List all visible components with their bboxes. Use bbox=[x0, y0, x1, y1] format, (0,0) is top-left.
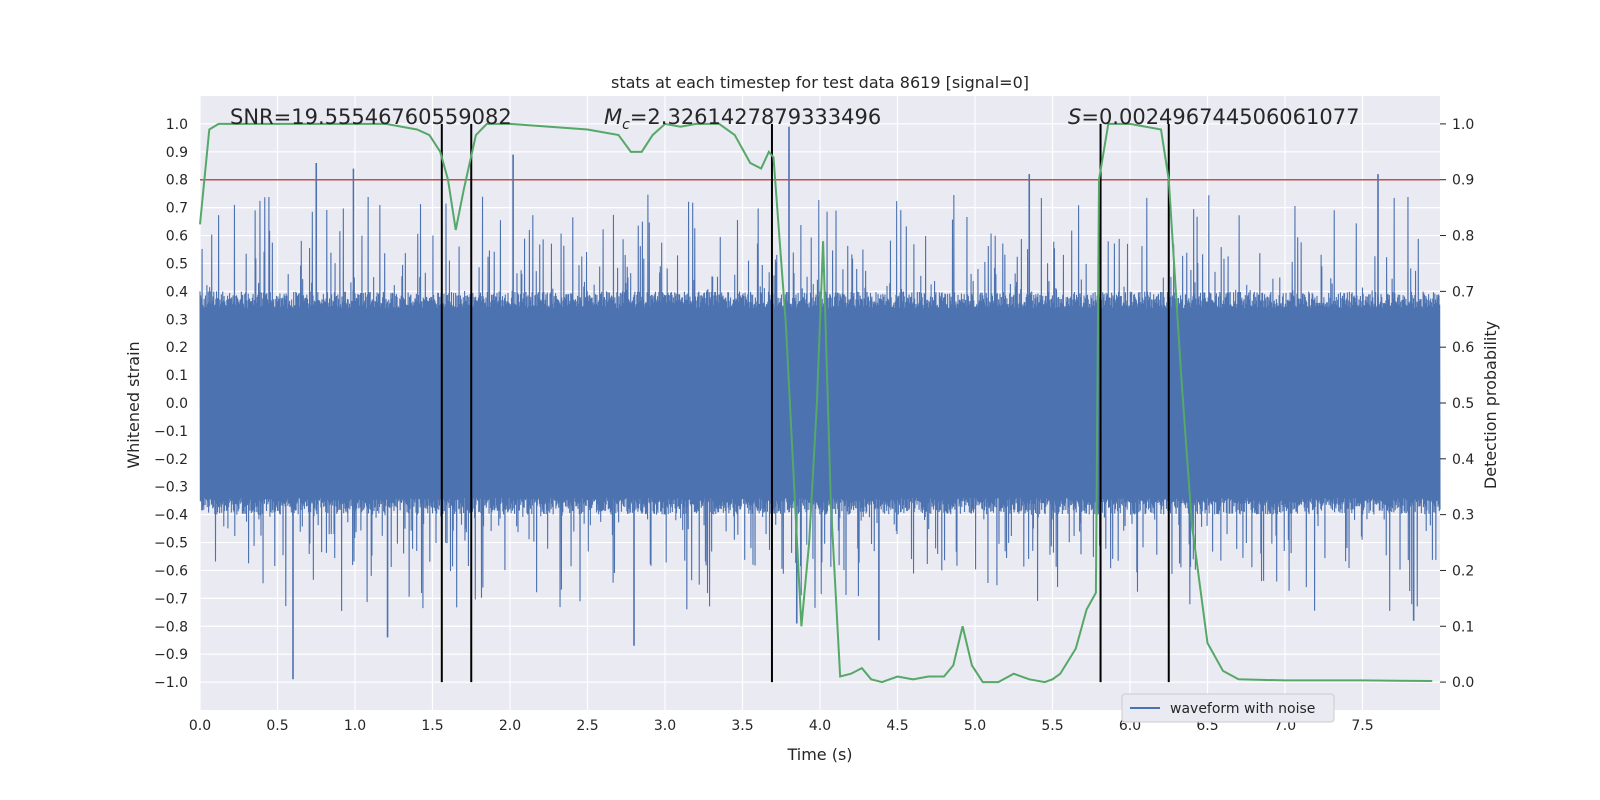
y-axis-label: Whitened strain bbox=[124, 341, 143, 468]
y-tick-label: 0.8 bbox=[166, 173, 188, 189]
x-tick-label: 7.5 bbox=[1351, 718, 1373, 734]
snr-annotation: SNR=19.55546760559082 bbox=[230, 105, 512, 129]
y-tick-label: −0.5 bbox=[154, 536, 188, 552]
waveform-line bbox=[199, 194, 1441, 611]
x-tick-label: 5.0 bbox=[964, 718, 986, 734]
x-tick-label: 2.5 bbox=[576, 718, 598, 734]
y-tick-label: −0.1 bbox=[154, 424, 188, 440]
y-tick-label: 0.2 bbox=[166, 340, 188, 356]
x-tick-label: 1.5 bbox=[421, 718, 443, 734]
x-tick-label: 0.0 bbox=[189, 718, 211, 734]
y-right-tick-label: 0.5 bbox=[1452, 396, 1474, 412]
legend-label: waveform with noise bbox=[1170, 701, 1315, 717]
s-symbol: S bbox=[1068, 105, 1081, 129]
waveform-series bbox=[199, 126, 1441, 680]
y-tick-label: 0.5 bbox=[166, 256, 188, 272]
chirp-mass-annotation: Mc=2.3261427879333496 bbox=[604, 105, 881, 133]
x-axis-label: Time (s) bbox=[786, 745, 852, 764]
probability-line bbox=[199, 122, 1433, 684]
y-axis-label-right: Detection probability bbox=[1481, 321, 1500, 489]
y-right-tick-label: 0.4 bbox=[1452, 452, 1474, 468]
x-tick-label: 4.5 bbox=[886, 718, 908, 734]
y-right-tick-label: 0.8 bbox=[1452, 229, 1474, 245]
x-tick-label: 5.5 bbox=[1041, 718, 1063, 734]
x-tick-label: 3.0 bbox=[654, 718, 676, 734]
mc-value: =2.3261427879333496 bbox=[630, 105, 881, 129]
y-tick-label: 0.3 bbox=[166, 312, 188, 328]
x-tick-label: 4.0 bbox=[809, 718, 831, 734]
x-tick-label: 0.5 bbox=[266, 718, 288, 734]
y-axis-ticks-left: 1.0 0.9 0.8 0.7 0.6 0.5 0.4 0.3 0.2 0.1 0.0 −0.1 −0.… bbox=[154, 117, 188, 691]
y-tick-label: 0.6 bbox=[166, 229, 188, 245]
y-right-tick-label: 0.2 bbox=[1452, 563, 1474, 579]
legend: waveform with noise bbox=[1121, 693, 1335, 723]
y-right-tick-label: 1.0 bbox=[1452, 117, 1474, 133]
x-tick-label: 3.5 bbox=[731, 718, 753, 734]
x-tick-label: 1.0 bbox=[344, 718, 366, 734]
chart-title: stats at each timestep for test data 861… bbox=[611, 73, 1029, 92]
y-tick-label: −0.8 bbox=[154, 619, 188, 635]
y-right-tick-label: 0.6 bbox=[1452, 340, 1474, 356]
y-tick-label: 0.0 bbox=[166, 396, 188, 412]
y-axis-ticks-right: 1.0 0.9 0.8 0.7 0.6 0.5 0.4 0.3 0.2 0.1 0.0 bbox=[1440, 117, 1474, 691]
y-tick-label: −0.3 bbox=[154, 480, 188, 496]
y-tick-label: 0.4 bbox=[166, 284, 188, 300]
y-tick-label: −1.0 bbox=[154, 675, 188, 691]
mc-symbol: M bbox=[604, 105, 622, 129]
y-tick-label: 0.9 bbox=[166, 145, 188, 161]
y-tick-label: −0.4 bbox=[154, 508, 188, 524]
y-right-tick-label: 0.3 bbox=[1452, 508, 1474, 524]
mc-subscript: c bbox=[622, 117, 630, 133]
s-annotation: S=0.002496744506061077 bbox=[1068, 105, 1359, 129]
y-tick-label: −0.9 bbox=[154, 647, 188, 663]
y-tick-label: 0.1 bbox=[166, 368, 188, 384]
y-tick-label: 0.7 bbox=[166, 201, 188, 217]
y-right-tick-label: 0.9 bbox=[1452, 173, 1474, 189]
probability-series bbox=[199, 122, 1433, 684]
vertical-markers bbox=[440, 123, 1170, 683]
y-right-tick-label: 0.7 bbox=[1452, 284, 1474, 300]
y-tick-label: −0.6 bbox=[154, 563, 188, 579]
x-tick-label: 2.0 bbox=[499, 718, 521, 734]
y-tick-label: −0.7 bbox=[154, 591, 188, 607]
y-tick-label: 1.0 bbox=[166, 117, 188, 133]
legend-box bbox=[1121, 693, 1335, 723]
y-tick-label: −0.2 bbox=[154, 452, 188, 468]
s-value: =0.002496744506061077 bbox=[1081, 105, 1359, 129]
y-right-tick-label: 0.0 bbox=[1452, 675, 1474, 691]
y-right-tick-label: 0.1 bbox=[1452, 619, 1474, 635]
